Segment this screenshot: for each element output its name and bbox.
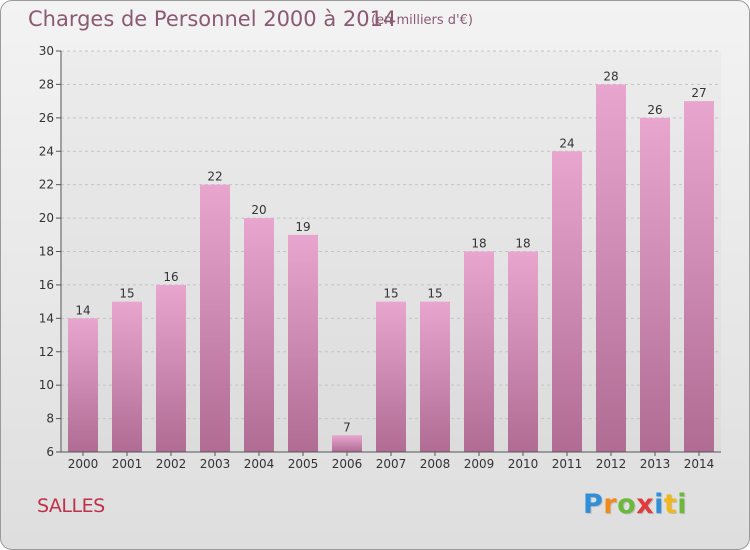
proxiti-logo: Proxiti xyxy=(583,489,687,520)
data-label: 7 xyxy=(343,420,351,434)
y-tick-label: 28 xyxy=(39,77,54,91)
x-tick-label: 2012 xyxy=(596,457,627,471)
logo-letter: i xyxy=(654,489,664,520)
data-label: 15 xyxy=(119,287,134,301)
bar xyxy=(376,301,406,452)
bars xyxy=(68,84,714,453)
bar xyxy=(640,117,670,452)
x-tick-label: 2000 xyxy=(68,457,99,471)
data-label: 18 xyxy=(515,237,530,251)
y-tick-label: 6 xyxy=(46,445,54,459)
data-label: 24 xyxy=(559,136,574,150)
labels: 14 15 16 22 20 19 7 15 15 18 18 24 28 26 27 xyxy=(75,69,706,434)
x-tick-label: 2011 xyxy=(552,457,583,471)
data-label: 27 xyxy=(691,86,706,100)
y-tick-label: 20 xyxy=(39,211,54,225)
y-tick-label: 12 xyxy=(39,345,54,359)
data-label: 28 xyxy=(603,69,618,83)
x-tick-label: 2006 xyxy=(332,457,363,471)
x-tick-label: 2005 xyxy=(288,457,319,471)
x-tick-label: 2004 xyxy=(244,457,275,471)
bar xyxy=(464,251,494,452)
bar xyxy=(596,84,626,453)
y-tick-label: 18 xyxy=(39,245,54,259)
bar xyxy=(112,301,142,452)
data-label: 26 xyxy=(647,103,662,117)
y-tick-label: 14 xyxy=(39,311,54,325)
x-tick-label: 2002 xyxy=(156,457,187,471)
x-tick-label: 2003 xyxy=(200,457,231,471)
logo-letter: r xyxy=(603,489,618,520)
x-tick-label: 2001 xyxy=(112,457,143,471)
place-name: SALLES xyxy=(37,495,105,517)
bar xyxy=(68,318,98,452)
bar xyxy=(244,218,274,452)
logo-letter: P xyxy=(583,489,604,520)
data-label: 18 xyxy=(471,237,486,251)
chart-unit-note: (en milliers d'€) xyxy=(371,13,473,28)
logo-letter: x xyxy=(636,489,655,520)
logo-letter: i xyxy=(677,489,688,520)
bar xyxy=(332,435,362,452)
y-tick-label: 30 xyxy=(39,44,54,58)
y-tick-label: 22 xyxy=(39,178,54,192)
data-label: 16 xyxy=(163,270,178,284)
x-tick-label: 2013 xyxy=(640,457,671,471)
y-tick-label: 16 xyxy=(39,278,54,292)
bar xyxy=(684,101,714,452)
axes: 6 8 10 12 14 16 18 20 22 24 26 28 30 2000 2001 2002 2003… xyxy=(39,44,721,471)
y-tick-label: 24 xyxy=(39,144,54,158)
chart-title: Charges de Personnel 2000 à 2014 xyxy=(28,7,397,31)
bar xyxy=(552,151,582,452)
x-tick-label: 2014 xyxy=(684,457,715,471)
data-label: 15 xyxy=(427,287,442,301)
logo-letter: o xyxy=(617,489,637,520)
data-label: 22 xyxy=(207,170,222,184)
bar xyxy=(200,184,230,452)
bar xyxy=(156,284,186,452)
bar xyxy=(508,251,538,452)
data-label: 20 xyxy=(251,203,266,217)
x-tick-label: 2010 xyxy=(508,457,539,471)
y-tick-label: 10 xyxy=(39,378,54,392)
x-tick-label: 2009 xyxy=(464,457,495,471)
data-label: 14 xyxy=(75,303,90,317)
x-tick-label: 2008 xyxy=(420,457,451,471)
y-tick-label: 26 xyxy=(39,111,54,125)
data-label: 19 xyxy=(295,220,310,234)
data-label: 15 xyxy=(383,287,398,301)
logo-letter: t xyxy=(663,489,678,520)
x-tick-label: 2007 xyxy=(376,457,407,471)
bar xyxy=(420,301,450,452)
bar xyxy=(288,234,318,452)
y-tick-label: 8 xyxy=(46,412,54,426)
